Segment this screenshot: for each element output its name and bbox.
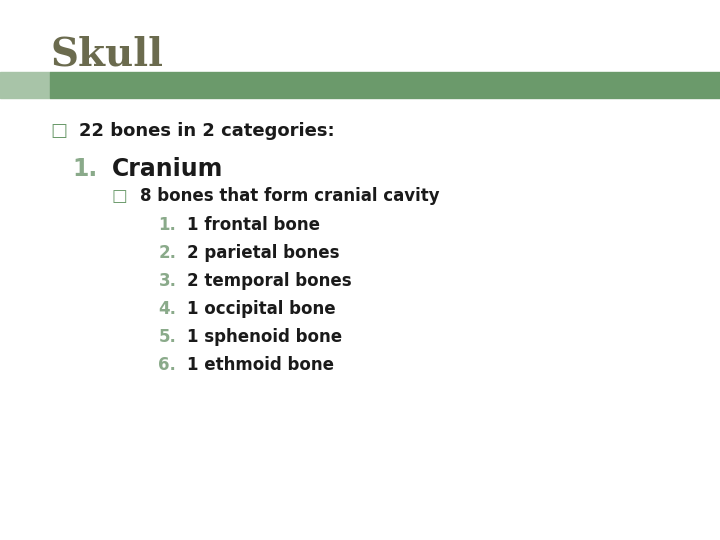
Text: 1.: 1. (72, 157, 97, 180)
Text: Cranium: Cranium (112, 157, 223, 180)
Text: 1.: 1. (158, 216, 176, 234)
Text: Skull: Skull (50, 35, 163, 73)
Text: 3.: 3. (158, 272, 176, 290)
Text: 6.: 6. (158, 356, 176, 374)
Text: 2 temporal bones: 2 temporal bones (187, 272, 352, 290)
Text: 22 bones in 2 categories:: 22 bones in 2 categories: (79, 122, 335, 139)
Bar (0, 72, 50, 98)
Text: 8 bones that form cranial cavity: 8 bones that form cranial cavity (140, 187, 440, 205)
Text: 1 occipital bone: 1 occipital bone (187, 300, 336, 318)
Text: 2 parietal bones: 2 parietal bones (187, 244, 340, 262)
Text: 2.: 2. (158, 244, 176, 262)
Text: 1 sphenoid bone: 1 sphenoid bone (187, 328, 342, 346)
Text: □: □ (112, 187, 127, 205)
Text: 4.: 4. (158, 300, 176, 318)
Bar (50, 72, 720, 98)
Text: □: □ (50, 122, 68, 139)
Text: 5.: 5. (158, 328, 176, 346)
Text: 1 ethmoid bone: 1 ethmoid bone (187, 356, 334, 374)
Text: 1 frontal bone: 1 frontal bone (187, 216, 320, 234)
